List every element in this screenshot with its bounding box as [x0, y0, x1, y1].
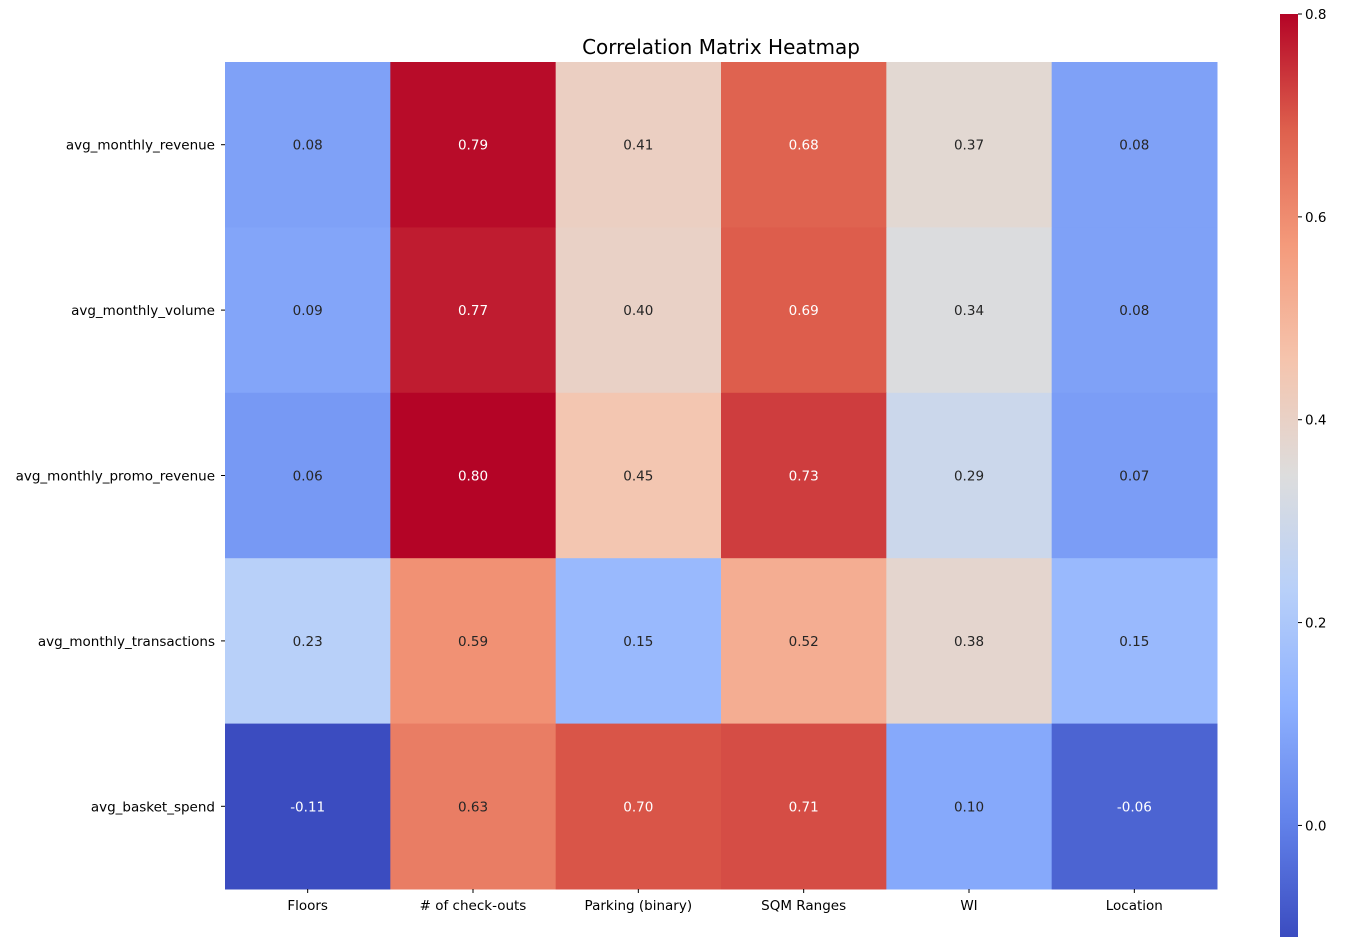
colorbar-ticks: 0.0 0.2 0.4 0.6 0.8	[1298, 7, 1326, 834]
cell-value-label: 0.52	[789, 634, 819, 650]
cell-value-label: 0.41	[623, 138, 653, 154]
heatmap-cell	[555, 558, 722, 725]
chart-title: Correlation Matrix Heatmap	[582, 35, 860, 59]
cell-value-label: 0.23	[293, 634, 323, 650]
cell-value-label: 0.79	[458, 138, 488, 154]
heatmap-cell	[1051, 392, 1218, 559]
colorbar-gradient	[1280, 14, 1298, 937]
heatmap-cell	[555, 227, 722, 394]
colorbar-tick-label: 0.8	[1305, 7, 1326, 23]
heatmap-cell	[390, 723, 557, 890]
heatmap-cell	[886, 558, 1053, 725]
cell-value-label: 0.80	[458, 469, 488, 485]
heatmap-cell	[1051, 227, 1218, 394]
cell-value-label: 0.63	[458, 799, 488, 815]
cell-value-label: 0.38	[954, 634, 984, 650]
y-tick-label: avg_monthly_volume	[71, 303, 215, 319]
colorbar: 0.0 0.2 0.4 0.6 0.8	[1280, 7, 1326, 937]
cell-value-label: 0.59	[458, 634, 488, 650]
cell-value-label: 0.40	[623, 303, 653, 319]
cell-value-label: 0.68	[789, 138, 819, 154]
heatmap-cell	[225, 227, 391, 394]
colorbar-tick-label: 0.4	[1305, 413, 1326, 429]
cell-value-label: 0.77	[458, 303, 488, 319]
heatmap-cell	[721, 723, 887, 890]
heatmap-cell	[225, 62, 391, 228]
cell-value-label: 0.08	[1119, 138, 1149, 154]
heatmap-cell-labels: 0.08 0.79 0.41 0.68 0.37 0.08 0.09 0.77 0.40 0.69…	[290, 138, 1152, 816]
cell-value-label: 0.10	[954, 799, 984, 815]
x-tick-label: WI	[960, 898, 977, 914]
cell-value-label: -0.11	[290, 799, 325, 815]
cell-value-label: 0.08	[293, 138, 323, 154]
heatmap-cell	[721, 227, 887, 394]
heatmap-cells	[225, 62, 1218, 890]
cell-value-label: 0.15	[1119, 634, 1149, 650]
cell-value-label: 0.69	[789, 303, 819, 319]
cell-value-label: 0.34	[954, 303, 984, 319]
heatmap-cell	[555, 62, 722, 228]
heatmap-cell	[886, 227, 1053, 394]
cell-value-label: 0.06	[293, 469, 323, 485]
heatmap-cell	[1051, 558, 1218, 725]
x-tick-label: Location	[1106, 898, 1163, 914]
heatmap-cell	[721, 392, 887, 559]
heatmap-cell	[390, 392, 557, 559]
cell-value-label: 0.73	[789, 469, 819, 485]
colorbar-tick-label: 0.2	[1305, 616, 1326, 632]
heatmap-cell	[390, 558, 557, 725]
cell-value-label: 0.71	[789, 799, 819, 815]
heatmap-cell	[886, 62, 1053, 228]
cell-value-label: 0.09	[293, 303, 323, 319]
heatmap-cell	[390, 62, 557, 228]
x-tick-label: Parking (binary)	[585, 898, 693, 914]
heatmap-cell	[1051, 723, 1218, 890]
x-tick-label: Floors	[287, 898, 328, 914]
heatmap-cell	[1051, 62, 1218, 228]
y-tick-label: avg_monthly_promo_revenue	[16, 469, 215, 485]
heatmap-cell	[886, 723, 1053, 890]
x-tick-label: # of check-outs	[420, 898, 527, 914]
cell-value-label: -0.06	[1117, 799, 1152, 815]
y-tick-label: avg_monthly_transactions	[38, 634, 215, 650]
cell-value-label: 0.08	[1119, 303, 1149, 319]
heatmap-cell	[721, 558, 887, 725]
cell-value-label: 0.07	[1119, 469, 1149, 485]
y-axis: avg_monthly_revenue avg_monthly_volumeavg…	[16, 138, 225, 815]
heatmap-cell	[555, 392, 722, 559]
colorbar-tick-label: 0.6	[1305, 210, 1326, 226]
heatmap-cell	[721, 62, 887, 228]
heatmap-cell	[555, 723, 722, 890]
y-tick-label: avg_basket_spend	[91, 799, 215, 815]
cell-value-label: 0.70	[623, 799, 653, 815]
cell-value-label: 0.15	[623, 634, 653, 650]
heatmap-cell	[225, 558, 391, 725]
x-axis: Floors # of check-outs Parking (binary) SQM…	[287, 889, 1163, 914]
heatmap-cell	[225, 723, 391, 890]
x-tick-label: SQM Ranges	[761, 898, 846, 914]
cell-value-label: 0.45	[623, 469, 653, 485]
cell-value-label: 0.29	[954, 469, 984, 485]
heatmap-cell	[886, 392, 1053, 559]
cell-value-label: 0.37	[954, 138, 984, 154]
colorbar-tick-label: 0.0	[1305, 818, 1326, 834]
heatmap-cell	[225, 392, 391, 559]
y-tick-label: avg_monthly_revenue	[66, 138, 215, 154]
heatmap-cell	[390, 227, 557, 394]
